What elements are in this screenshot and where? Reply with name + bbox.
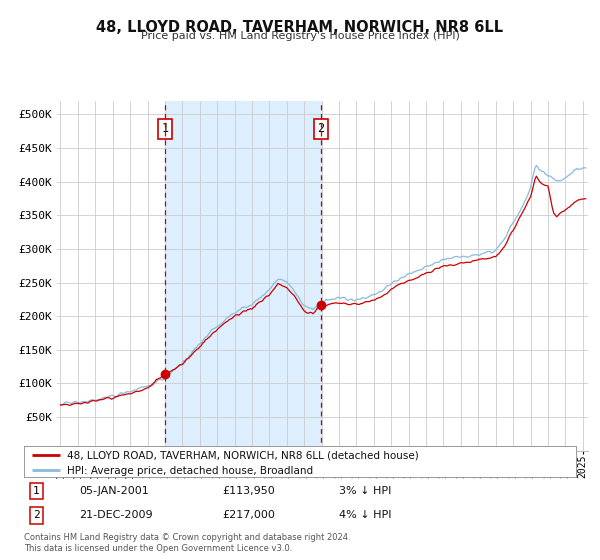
Text: £113,950: £113,950 [223,486,275,496]
Text: 1: 1 [33,486,40,496]
Bar [165,101,321,451]
Text: 48, LLOYD ROAD, TAVERHAM, NORWICH, NR8 6LL (detached house): 48, LLOYD ROAD, TAVERHAM, NORWICH, NR8 6… [67,450,419,460]
Text: 21-DEC-2009: 21-DEC-2009 [79,510,153,520]
Text: Contains HM Land Registry data © Crown copyright and database right 2024.
This d: Contains HM Land Registry data © Crown c… [24,533,350,553]
Text: 05-JAN-2001: 05-JAN-2001 [79,486,149,496]
Text: Price paid vs. HM Land Registry's House Price Index (HPI): Price paid vs. HM Land Registry's House … [140,31,460,41]
Text: 3% ↓ HPI: 3% ↓ HPI [338,486,391,496]
Text: HPI: Average price, detached house, Broadland: HPI: Average price, detached house, Broa… [67,466,313,476]
Text: £217,000: £217,000 [223,510,275,520]
Text: 48, LLOYD ROAD, TAVERHAM, NORWICH, NR8 6LL: 48, LLOYD ROAD, TAVERHAM, NORWICH, NR8 6… [97,20,503,35]
Text: 2: 2 [33,510,40,520]
Text: 4% ↓ HPI: 4% ↓ HPI [338,510,391,520]
Text: 2: 2 [317,122,325,136]
Text: 1: 1 [161,122,169,136]
